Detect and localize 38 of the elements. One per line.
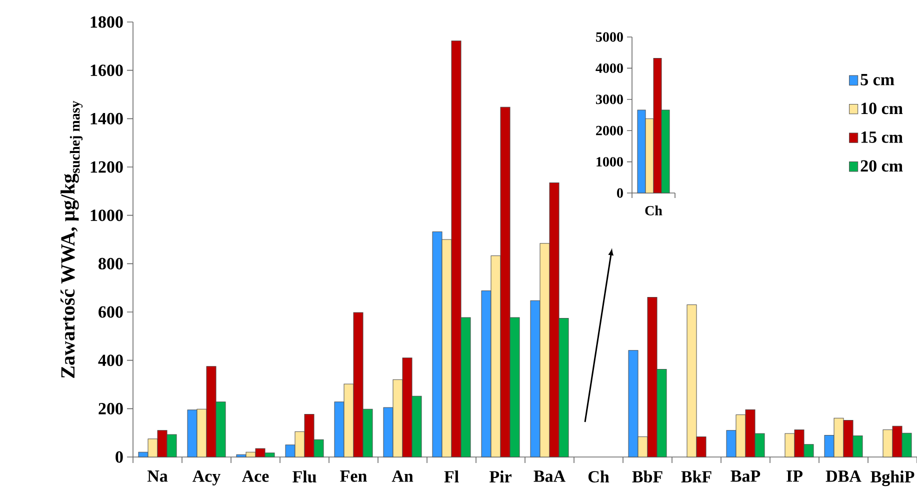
y-tick-label: 1000: [90, 210, 123, 222]
y-tick-label: 200: [98, 402, 123, 414]
x-tick-label: An: [392, 470, 414, 482]
y-tick-label: 4000: [596, 63, 623, 73]
x-tick-label: BbF: [632, 470, 662, 482]
x-tick-label: BaP: [730, 470, 760, 482]
y-tick-label: 1600: [90, 64, 123, 76]
x-tick-label: IP: [786, 470, 803, 482]
legend-label: 5 cm: [860, 74, 894, 86]
x-tick-label: Na: [147, 470, 168, 482]
x-tick-label: Flu: [292, 470, 316, 483]
x-tick-label: Fen: [340, 470, 367, 482]
legend-label: 10 cm: [861, 102, 903, 114]
x-tick-label: Acy: [192, 470, 220, 486]
legend-label: 20 cm: [860, 160, 903, 172]
y-tick-label: 1400: [90, 112, 123, 124]
y-tick-label: 0: [116, 451, 123, 463]
x-tick-label: DBA: [826, 470, 862, 482]
y-axis-title: $\text{Zawartość WWA, µg/kg}_{\text{suchej masy}}$: [60, 100, 83, 378]
x-tick-label: BghiP: [870, 470, 914, 486]
y-tick-label: 1800: [90, 16, 123, 28]
x-tick-label: Fl: [444, 470, 459, 482]
y-tick-label: 3000: [596, 94, 623, 104]
y-tick-label: 1200: [90, 161, 123, 173]
y-tick-label: 5000: [596, 32, 623, 42]
y-tick-label: 600: [98, 306, 123, 318]
y-tick-label: 1000: [596, 157, 623, 167]
x-tick-label: BkF: [681, 470, 712, 482]
y-tick-label: 2000: [596, 126, 623, 136]
y-tick-label: 800: [98, 258, 123, 270]
x-tick-label: Ch: [645, 206, 662, 216]
legend-label: 15 cm: [861, 131, 903, 143]
x-tick-label: Ace: [242, 470, 269, 482]
y-tick-label: 400: [98, 354, 123, 366]
x-tick-label: BaA: [534, 470, 566, 482]
x-tick-label: Ch: [588, 470, 610, 482]
y-tick-label: 0: [617, 188, 623, 198]
x-tick-label: Pir: [489, 470, 512, 482]
